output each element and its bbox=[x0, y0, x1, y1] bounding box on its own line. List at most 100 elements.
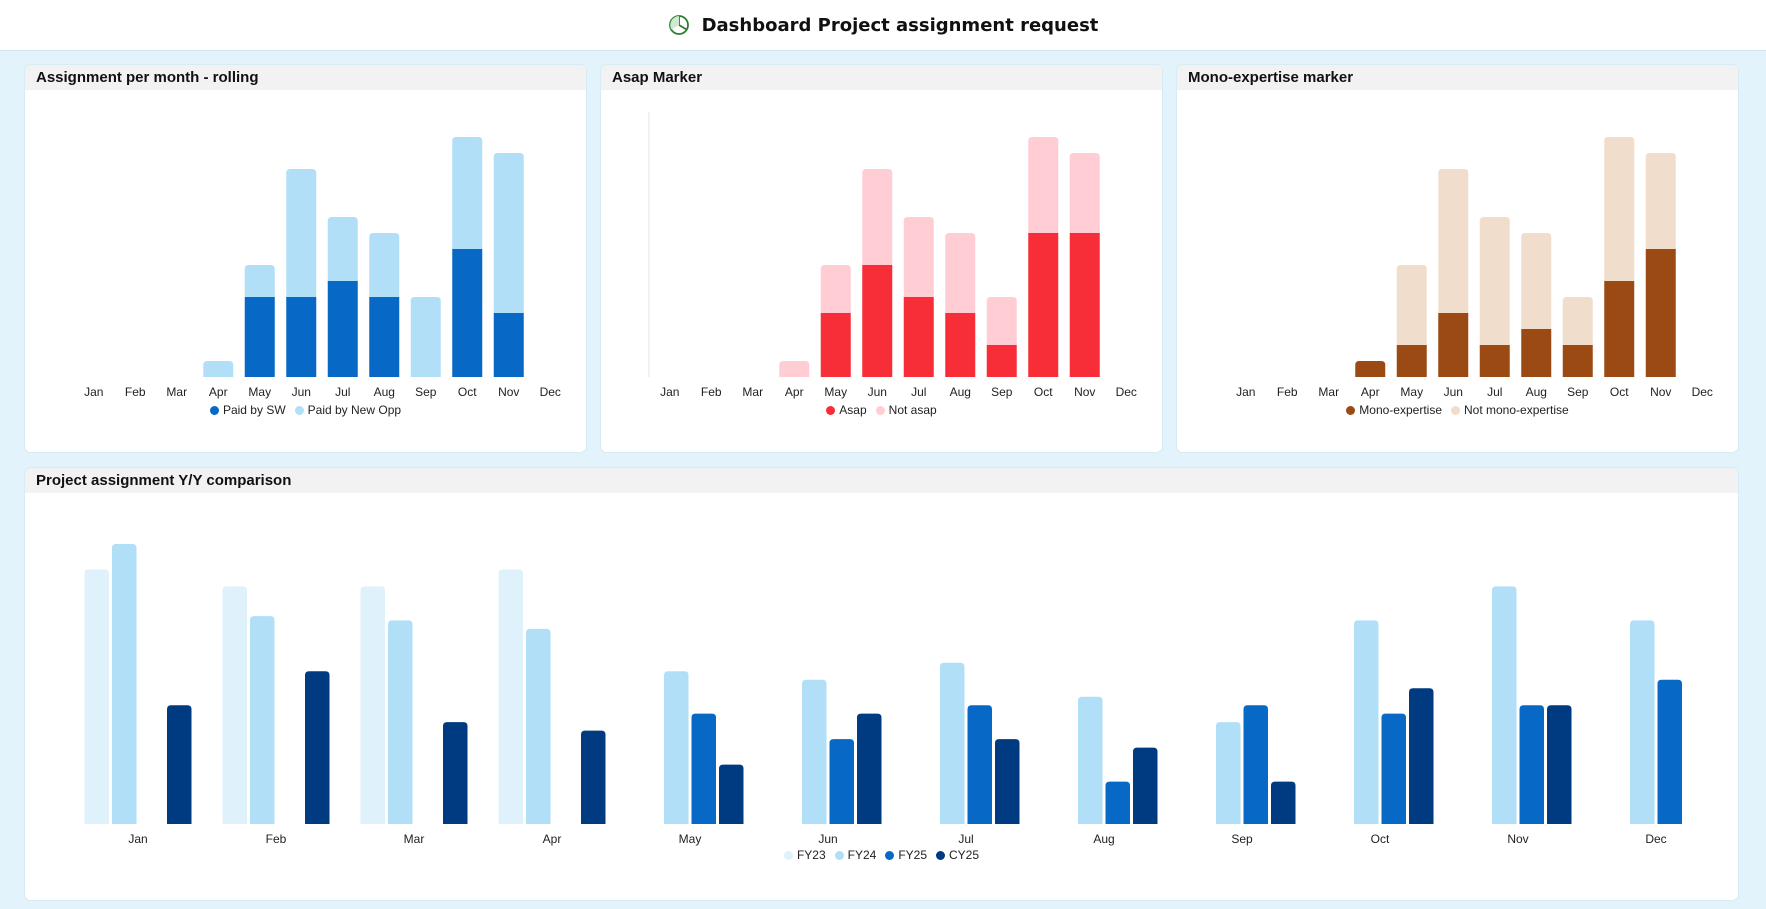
bar-fy24-nov[interactable] bbox=[1492, 586, 1517, 824]
bar-cy25-may[interactable] bbox=[719, 764, 744, 824]
bar-not-asap-aug[interactable] bbox=[945, 233, 976, 313]
legend-item-fy24[interactable]: FY24 bbox=[834, 848, 876, 862]
bar-mono-expertise-jun[interactable] bbox=[1438, 313, 1469, 377]
bar-not-asap-jul[interactable] bbox=[903, 217, 934, 297]
bar-not-asap-nov[interactable] bbox=[1069, 153, 1100, 233]
bar-cy25-nov[interactable] bbox=[1547, 705, 1572, 824]
x-tick-label-feb: Feb bbox=[125, 385, 146, 399]
bar-paid-by-sw-nov[interactable] bbox=[493, 313, 524, 377]
bar-asap-sep[interactable] bbox=[986, 345, 1017, 377]
bar-fy24-jan[interactable] bbox=[112, 543, 137, 824]
bar-fy25-oct[interactable] bbox=[1381, 713, 1407, 824]
bar-cy25-mar[interactable] bbox=[443, 722, 468, 824]
bar-mono-expertise-jul[interactable] bbox=[1479, 345, 1510, 377]
bar-not-mono-expertise-sep[interactable] bbox=[1562, 297, 1593, 345]
bar-paid-by-sw-jun[interactable] bbox=[286, 297, 317, 377]
asap-marker-chart: Jan Feb Mar Apr May Jun Jul Aug Sep Oct Nov Dec bbox=[648, 112, 1137, 399]
legend-item-fy25[interactable]: FY25 bbox=[885, 848, 927, 862]
bar-paid-by-new-opp-jul[interactable] bbox=[327, 217, 358, 281]
panel-title: Project assignment Y/Y comparison bbox=[25, 468, 1738, 493]
bar-not-mono-expertise-oct[interactable] bbox=[1604, 137, 1635, 281]
bar-mono-expertise-aug[interactable] bbox=[1521, 329, 1552, 377]
bar-fy25-may[interactable] bbox=[691, 713, 717, 824]
bar-asap-aug[interactable] bbox=[945, 313, 976, 377]
bar-not-mono-expertise-jul[interactable] bbox=[1479, 217, 1510, 345]
bar-paid-by-new-opp-may[interactable] bbox=[244, 265, 275, 297]
bar-asap-nov[interactable] bbox=[1069, 233, 1100, 377]
bar-mono-expertise-sep[interactable] bbox=[1562, 345, 1593, 377]
bar-fy24-jun[interactable] bbox=[802, 679, 827, 824]
bar-not-mono-expertise-aug[interactable] bbox=[1521, 233, 1552, 329]
bar-asap-jun[interactable] bbox=[862, 265, 893, 377]
bar-fy23-apr[interactable] bbox=[498, 569, 524, 824]
x-tick-label-sep: Sep bbox=[1231, 832, 1253, 846]
bar-fy23-feb[interactable] bbox=[222, 586, 248, 824]
bar-fy25-nov[interactable] bbox=[1519, 705, 1545, 824]
bar-mono-expertise-may[interactable] bbox=[1396, 345, 1427, 377]
bar-paid-by-new-opp-aug[interactable] bbox=[369, 233, 400, 297]
bar-not-mono-expertise-jun[interactable] bbox=[1438, 169, 1469, 313]
bar-mono-expertise-oct[interactable] bbox=[1604, 281, 1635, 377]
bar-paid-by-new-opp-jun[interactable] bbox=[286, 169, 317, 297]
bar-cy25-jul[interactable] bbox=[995, 739, 1020, 824]
bar-paid-by-sw-aug[interactable] bbox=[369, 297, 400, 377]
bar-fy24-jul[interactable] bbox=[940, 662, 965, 824]
bar-cy25-feb[interactable] bbox=[305, 671, 330, 824]
x-tick-label-nov: Nov bbox=[1507, 832, 1528, 846]
bar-cy25-jun[interactable] bbox=[857, 713, 882, 824]
bar-paid-by-new-opp-sep[interactable] bbox=[410, 297, 441, 377]
x-tick-label-oct: Oct bbox=[1610, 385, 1629, 399]
bar-fy25-jun[interactable] bbox=[829, 739, 855, 824]
legend-item-fy23[interactable]: FY23 bbox=[783, 848, 826, 862]
bar-mono-expertise-nov[interactable] bbox=[1645, 249, 1676, 377]
bar-cy25-sep[interactable] bbox=[1271, 781, 1296, 824]
bar-cy25-aug[interactable] bbox=[1133, 747, 1158, 824]
legend-label: Not asap bbox=[888, 403, 937, 417]
bar-paid-by-sw-may[interactable] bbox=[244, 297, 275, 377]
bar-mono-expertise-apr[interactable] bbox=[1355, 361, 1386, 377]
bar-paid-by-sw-jul[interactable] bbox=[327, 281, 358, 377]
bar-fy24-may[interactable] bbox=[664, 671, 689, 824]
legend-item-paid-by-sw[interactable]: Paid by SW bbox=[209, 403, 286, 417]
legend-item-not-asap[interactable]: Not asap bbox=[875, 403, 937, 417]
bar-fy23-jan[interactable] bbox=[84, 569, 110, 824]
x-tick-label-apr: Apr bbox=[543, 832, 562, 846]
bar-cy25-apr[interactable] bbox=[581, 730, 606, 824]
bar-not-asap-sep[interactable] bbox=[986, 297, 1017, 345]
bar-asap-may[interactable] bbox=[820, 313, 851, 377]
bar-asap-oct[interactable] bbox=[1028, 233, 1059, 377]
bar-fy25-dec[interactable] bbox=[1657, 679, 1683, 824]
bar-not-asap-may[interactable] bbox=[820, 265, 851, 313]
bar-fy24-aug[interactable] bbox=[1078, 696, 1103, 824]
bar-fy24-apr[interactable] bbox=[526, 628, 551, 824]
bar-fy24-mar[interactable] bbox=[388, 620, 413, 824]
bar-fy24-dec[interactable] bbox=[1630, 620, 1655, 824]
bar-not-asap-apr[interactable] bbox=[779, 361, 810, 377]
bar-paid-by-sw-oct[interactable] bbox=[452, 249, 483, 377]
bar-fy24-sep[interactable] bbox=[1216, 722, 1241, 824]
legend-item-paid-by-new-opp[interactable]: Paid by New Opp bbox=[294, 403, 401, 417]
bar-asap-jul[interactable] bbox=[903, 297, 934, 377]
bar-cy25-oct[interactable] bbox=[1409, 688, 1434, 824]
legend-item-not-mono-expertise[interactable]: Not mono-expertise bbox=[1451, 403, 1569, 417]
legend-item-asap[interactable]: Asap bbox=[826, 403, 867, 417]
bar-fy25-jul[interactable] bbox=[967, 705, 993, 824]
bar-paid-by-new-opp-apr[interactable] bbox=[203, 361, 234, 377]
bar-not-asap-jun[interactable] bbox=[862, 169, 893, 265]
bar-cy25-jan[interactable] bbox=[167, 705, 192, 824]
bar-paid-by-new-opp-oct[interactable] bbox=[452, 137, 483, 249]
bar-fy24-oct[interactable] bbox=[1354, 620, 1379, 824]
legend-label: Asap bbox=[839, 403, 867, 417]
bar-not-mono-expertise-may[interactable] bbox=[1396, 265, 1427, 345]
bar-not-mono-expertise-nov[interactable] bbox=[1645, 153, 1676, 249]
legend-item-cy25[interactable]: CY25 bbox=[936, 848, 979, 862]
bar-fy25-aug[interactable] bbox=[1105, 781, 1131, 824]
legend-item-mono-expertise[interactable]: Mono-expertise bbox=[1346, 403, 1442, 417]
x-tick-label-dec: Dec bbox=[1692, 385, 1713, 399]
bar-not-asap-oct[interactable] bbox=[1028, 137, 1059, 233]
bar-fy23-mar[interactable] bbox=[360, 586, 386, 824]
bar-fy24-feb[interactable] bbox=[250, 616, 275, 824]
bar-fy25-sep[interactable] bbox=[1243, 705, 1269, 824]
legend-label: Not mono-expertise bbox=[1464, 403, 1569, 417]
bar-paid-by-new-opp-nov[interactable] bbox=[493, 153, 524, 313]
